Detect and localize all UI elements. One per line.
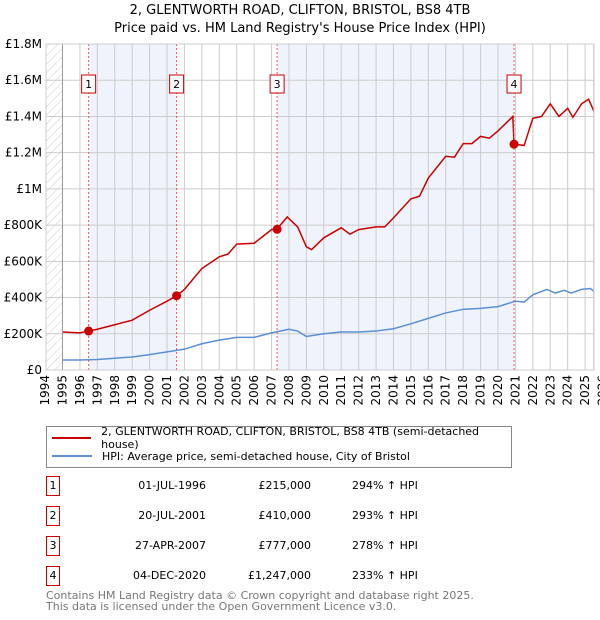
x-tick-label: 2024 [561, 375, 575, 406]
sale-hpi-change: 294% ↑ HPI [352, 479, 418, 492]
sale-label-box [81, 74, 97, 94]
sale-marker-badge: 1 [46, 476, 60, 496]
x-tick-label: 2020 [491, 375, 505, 406]
sale-date: 01-JUL-1996 [138, 479, 206, 492]
legend-item-hpi: HPI: Average price, semi-detached house,… [52, 448, 410, 464]
hpi-line [62, 287, 594, 361]
x-tick-label: 2019 [474, 375, 488, 406]
legend-label-property: 2, GLENTWORTH ROAD, CLIFTON, BRISTOL, BS… [101, 425, 480, 451]
x-tick-label: 2000 [143, 375, 157, 406]
x-tick-label: 2025 [578, 375, 592, 406]
sale-label: 2 [173, 78, 180, 91]
x-tick-label: 1995 [56, 375, 70, 406]
sale-marker-badge: 2 [46, 506, 60, 526]
sale-price: £777,000 [258, 539, 312, 552]
legend: 2, GLENTWORTH ROAD, CLIFTON, BRISTOL, BS… [46, 425, 512, 468]
x-tick-label: 2005 [230, 375, 244, 406]
legend-item-property: 2, GLENTWORTH ROAD, CLIFTON, BRISTOL, BS… [52, 425, 511, 451]
x-tick-label: 2007 [265, 375, 279, 406]
sale-hpi-change: 293% ↑ HPI [352, 509, 418, 522]
sale-point [272, 224, 282, 234]
sale-label: 3 [274, 78, 281, 91]
sale-price: £215,000 [258, 479, 312, 492]
x-tick-label: 2015 [404, 375, 418, 406]
sale-point [172, 291, 182, 301]
sale-hpi-change: 278% ↑ HPI [352, 539, 418, 552]
sale-date: 04-DEC-2020 [132, 569, 206, 582]
sale-date: 27-APR-2007 [134, 539, 206, 552]
sale-marker-badge: 4 [46, 566, 60, 586]
sale-label-box [169, 74, 185, 94]
x-tick-label: 2003 [195, 375, 209, 406]
sale-hpi-change: 233% ↑ HPI [352, 569, 418, 582]
x-tick-label: 2009 [299, 375, 313, 406]
x-tick-label: 1994 [38, 375, 52, 406]
property-line-swatch [52, 437, 92, 439]
chart-title-line1: 2, GLENTWORTH ROAD, CLIFTON, BRISTOL, BS… [129, 3, 471, 18]
hatched-region [46, 44, 63, 370]
x-tick-label: 2023 [543, 375, 557, 406]
sale-label-box [506, 74, 522, 94]
x-tick-label: 2004 [212, 375, 226, 406]
x-tick-label: 1996 [73, 375, 87, 406]
sale-point [84, 326, 94, 336]
sale-price: £1,247,000 [248, 569, 311, 582]
x-tick-label: 2001 [160, 375, 174, 406]
price-chart: 1 2 3 4 1994 1995 1996 1997 1998 1999 2000 2001 2002… [4, 37, 600, 406]
x-tick-label: 2018 [456, 375, 470, 406]
x-tick-label: 2017 [439, 375, 453, 406]
x-tick-label: 1998 [108, 375, 122, 406]
footer-copyright: Contains HM Land Registry data © Crown c… [46, 589, 474, 602]
sale-price: £410,000 [258, 509, 312, 522]
x-tick-label: 2014 [386, 375, 400, 406]
y-tick-label: £1.4M [5, 109, 42, 123]
sale-marker-badge: 3 [46, 536, 60, 556]
x-tick-label: 2016 [421, 375, 435, 406]
x-tick-label: 2010 [317, 375, 331, 406]
y-tick-label: £400K [4, 291, 44, 305]
legend-label-hpi: HPI: Average price, semi-detached house,… [102, 449, 410, 463]
x-tick-label: 2021 [508, 375, 522, 406]
x-tick-label: 2026 [596, 375, 600, 406]
x-tick-label: 2011 [334, 375, 348, 406]
x-tick-label: 2013 [369, 375, 383, 406]
x-tick-label: 2008 [282, 375, 296, 406]
sale-point [509, 139, 519, 149]
x-tick-label: 2002 [177, 375, 191, 406]
footer-licence: This data is licensed under the Open Gov… [46, 600, 397, 613]
sale-label-box [269, 74, 285, 94]
x-tick-label: 2022 [526, 375, 540, 406]
sale-label: 4 [511, 78, 518, 91]
x-tick-label: 1999 [125, 375, 139, 406]
chart-title-line2: Price paid vs. HM Land Registry's House … [114, 21, 486, 36]
hpi-line-swatch [52, 455, 92, 457]
sale-date: 20-JUL-2001 [138, 509, 206, 522]
sale-label: 1 [85, 78, 92, 91]
x-tick-label: 2006 [247, 375, 261, 406]
y-tick-label: £1.8M [5, 37, 42, 51]
y-tick-label: £1M [16, 182, 42, 196]
y-tick-label: £1.2M [5, 146, 42, 160]
x-tick-label: 2012 [352, 375, 366, 406]
y-tick-label: £1.6M [5, 73, 42, 87]
y-tick-label: £0 [27, 363, 42, 377]
y-tick-label: £200K [4, 327, 44, 341]
y-tick-label: £600K [4, 254, 44, 268]
plot-border [45, 43, 595, 371]
y-tick-label: £800K [4, 218, 44, 232]
shaded-ownership-region [277, 44, 515, 370]
x-tick-label: 1997 [90, 375, 104, 406]
